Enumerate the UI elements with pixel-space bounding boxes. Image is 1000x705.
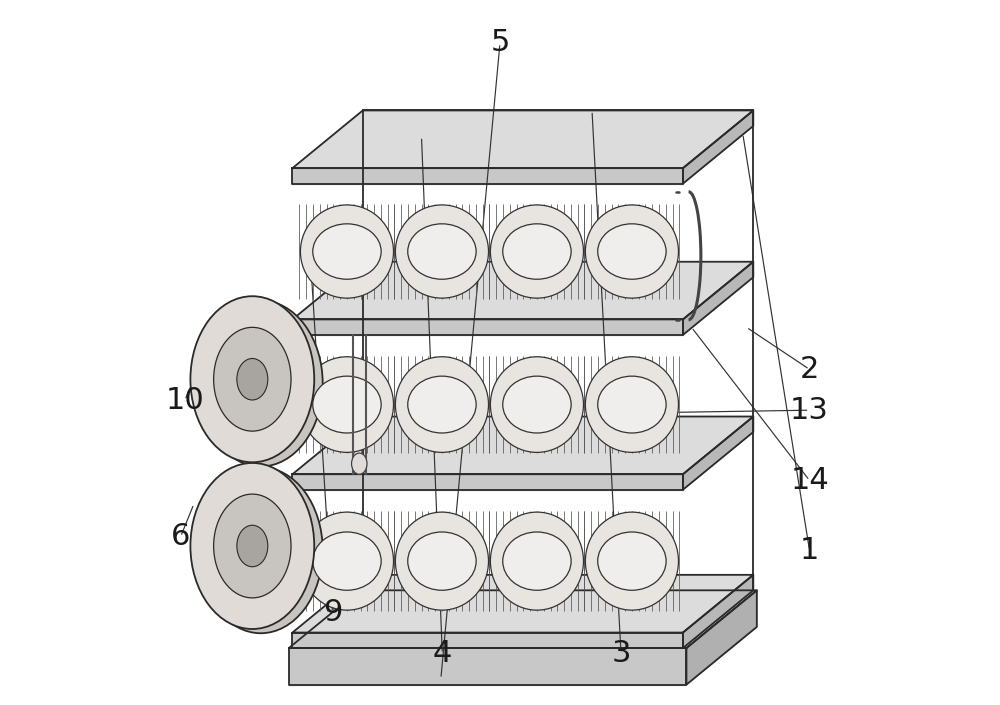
Ellipse shape xyxy=(408,376,476,433)
Polygon shape xyxy=(292,319,683,335)
Polygon shape xyxy=(292,417,753,474)
Ellipse shape xyxy=(313,223,381,279)
Text: 3: 3 xyxy=(611,639,631,668)
Ellipse shape xyxy=(585,205,678,298)
Ellipse shape xyxy=(503,223,571,279)
Polygon shape xyxy=(289,590,757,648)
Text: 6: 6 xyxy=(171,522,190,551)
Polygon shape xyxy=(289,648,686,685)
Ellipse shape xyxy=(598,376,666,433)
Ellipse shape xyxy=(214,327,291,431)
Text: 2: 2 xyxy=(800,355,819,384)
Ellipse shape xyxy=(598,223,666,279)
Ellipse shape xyxy=(214,494,291,598)
Ellipse shape xyxy=(395,357,488,453)
Text: 5: 5 xyxy=(490,28,510,57)
Ellipse shape xyxy=(190,296,314,462)
Ellipse shape xyxy=(408,223,476,279)
Text: 9: 9 xyxy=(323,599,342,627)
Polygon shape xyxy=(686,590,757,685)
Polygon shape xyxy=(292,575,753,632)
Ellipse shape xyxy=(490,512,583,610)
Polygon shape xyxy=(683,417,753,490)
Polygon shape xyxy=(292,262,753,319)
Ellipse shape xyxy=(300,205,394,298)
Polygon shape xyxy=(292,111,753,168)
Text: 13: 13 xyxy=(790,396,829,424)
Ellipse shape xyxy=(598,532,666,590)
Text: 4: 4 xyxy=(433,639,452,668)
Text: 1: 1 xyxy=(800,537,819,565)
Ellipse shape xyxy=(395,512,488,610)
Ellipse shape xyxy=(313,532,381,590)
Ellipse shape xyxy=(313,376,381,433)
Ellipse shape xyxy=(395,205,488,298)
Polygon shape xyxy=(292,632,683,648)
Ellipse shape xyxy=(237,525,268,567)
Polygon shape xyxy=(292,474,683,490)
Ellipse shape xyxy=(190,463,314,629)
Ellipse shape xyxy=(199,300,323,467)
Ellipse shape xyxy=(490,205,583,298)
Ellipse shape xyxy=(585,512,678,610)
Ellipse shape xyxy=(352,453,367,474)
Text: 10: 10 xyxy=(165,386,204,415)
Polygon shape xyxy=(683,111,753,183)
Ellipse shape xyxy=(199,467,323,633)
Polygon shape xyxy=(683,575,753,648)
Ellipse shape xyxy=(237,358,268,400)
Ellipse shape xyxy=(490,357,583,453)
Ellipse shape xyxy=(503,376,571,433)
Ellipse shape xyxy=(503,532,571,590)
Ellipse shape xyxy=(408,532,476,590)
Text: 14: 14 xyxy=(790,466,829,495)
Ellipse shape xyxy=(300,357,394,453)
Polygon shape xyxy=(292,168,683,183)
Polygon shape xyxy=(683,262,753,335)
Ellipse shape xyxy=(585,357,678,453)
Ellipse shape xyxy=(300,512,394,610)
